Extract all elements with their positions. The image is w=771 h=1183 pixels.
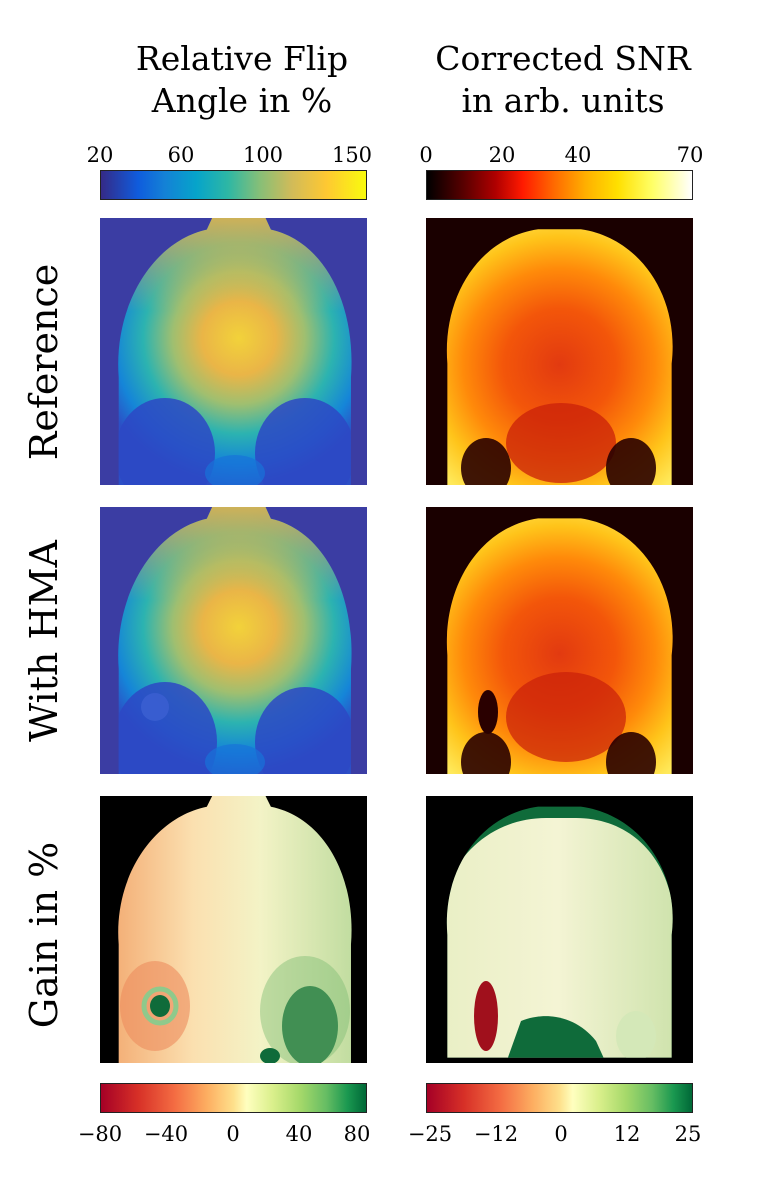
snr-gain-tick-12: 12 (613, 1122, 641, 1146)
reference-flip-angle-map (100, 218, 367, 485)
snr-tick-40: 40 (564, 143, 592, 167)
snr-gain-colorbar-gradient (426, 1083, 693, 1113)
snr-column-title: Corrected SNR in arb. units (428, 38, 698, 122)
flip-tick-60: 60 (167, 143, 195, 167)
snr-gain-tick-neg12: −12 (473, 1122, 519, 1146)
flip-gain-tick-80: 80 (343, 1122, 371, 1146)
flip-tick-150: 150 (331, 143, 373, 167)
row-label-reference: Reference (22, 263, 66, 461)
hma-snr-map (426, 507, 693, 774)
snr-gain-tick-0: 0 (554, 1122, 568, 1146)
flip-column-title: Relative Flip Angle in % (112, 38, 372, 122)
flip-gain-tick-0: 0 (226, 1122, 240, 1146)
row-label-gain: Gain in % (22, 841, 66, 1029)
flip-title-line2: Angle in % (151, 81, 333, 120)
flip-gain-colorbar-gradient (100, 1083, 367, 1113)
snr-colorbar-gradient (426, 170, 693, 200)
flip-gain-tick-neg40: −40 (143, 1122, 189, 1146)
flip-gain-tick-40: 40 (285, 1122, 313, 1146)
flip-tick-100: 100 (242, 143, 284, 167)
flip-gain-tick-neg80: −80 (77, 1122, 123, 1146)
snr-gain-tick-25: 25 (674, 1122, 702, 1146)
snr-tick-20: 20 (488, 143, 516, 167)
snr-gain-tick-neg25: −25 (407, 1122, 453, 1146)
reference-snr-map (426, 218, 693, 485)
snr-title-line2: in arb. units (461, 81, 665, 120)
snr-tick-0: 0 (419, 143, 433, 167)
flip-title-line1: Relative Flip (135, 39, 349, 78)
gain-snr-map (426, 796, 693, 1063)
flip-colorbar-gradient (100, 170, 367, 200)
snr-title-line1: Corrected SNR (435, 39, 691, 78)
flip-tick-20: 20 (86, 143, 114, 167)
snr-tick-70: 70 (676, 143, 704, 167)
hma-flip-angle-map (100, 507, 367, 774)
row-label-hma: With HMA (22, 540, 66, 742)
gain-flip-angle-map (100, 796, 367, 1063)
